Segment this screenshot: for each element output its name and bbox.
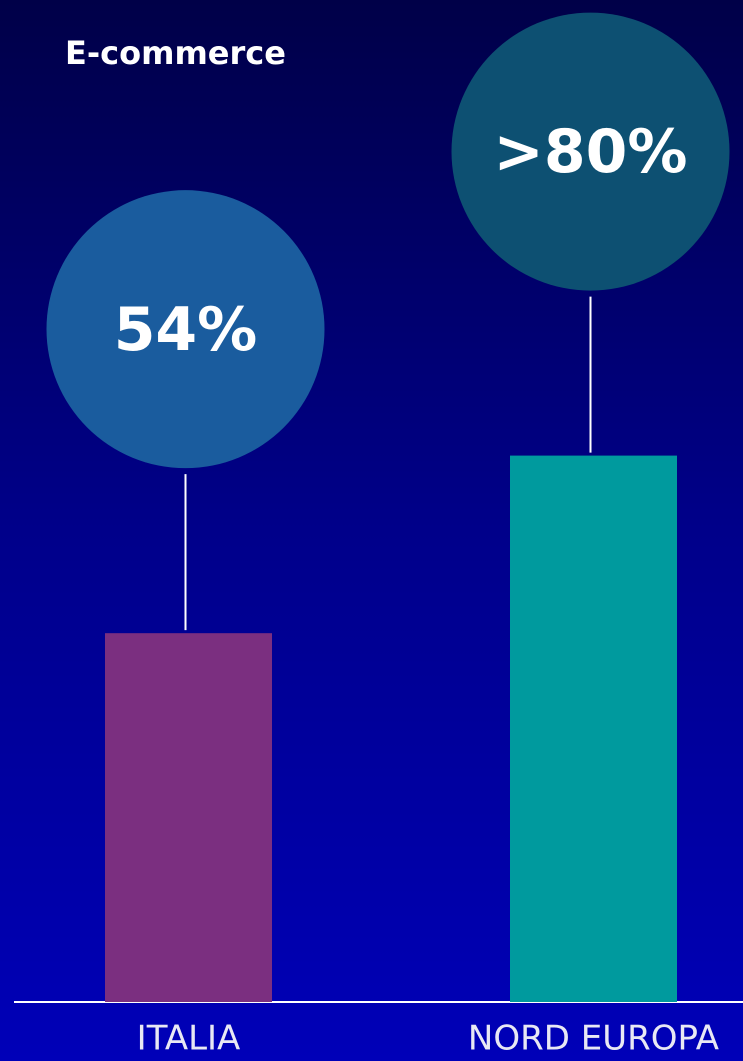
value-label: 54%	[114, 295, 258, 365]
bar	[510, 455, 677, 1003]
x-tick-label: NORD EUROPA	[468, 1019, 719, 1059]
chart-title: E-commerce	[65, 34, 286, 72]
x-tick-label: ITALIA	[137, 1019, 241, 1059]
value-label: >80%	[494, 117, 688, 187]
value-bubble	[46, 190, 325, 469]
bar	[105, 633, 272, 1002]
value-bubble	[451, 12, 730, 291]
